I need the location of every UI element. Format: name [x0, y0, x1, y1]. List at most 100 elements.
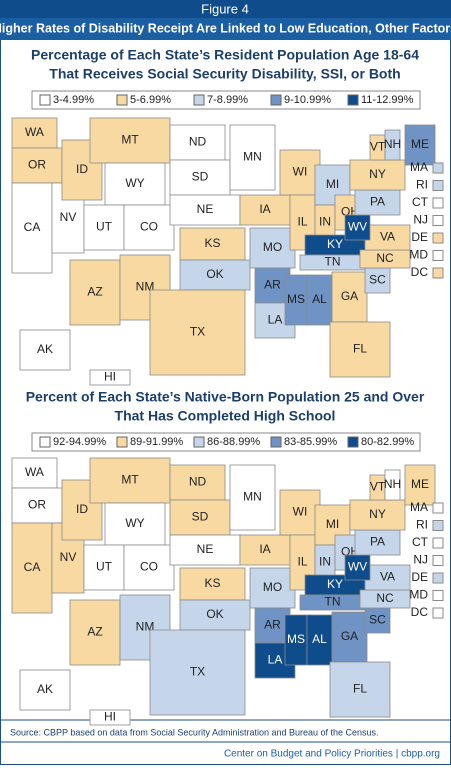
state — [19, 669, 71, 711]
state-label: AR — [264, 618, 281, 632]
state — [229, 124, 276, 191]
state-label: SC — [369, 273, 386, 287]
map-title: That Has Completed High School — [115, 408, 336, 424]
state — [179, 567, 246, 601]
state-label: RI — [416, 518, 428, 532]
state-label: OK — [206, 607, 223, 621]
state-label: VT — [370, 140, 386, 154]
state-label: TX — [190, 665, 205, 679]
state — [432, 250, 444, 261]
state-label: CT — [412, 535, 429, 549]
state-label: FL — [353, 342, 367, 356]
state — [104, 162, 166, 206]
state — [432, 232, 444, 244]
state — [229, 464, 276, 531]
legend-label: 9-10.99% — [284, 94, 331, 106]
map-title: Percentage of Each State’s Resident Popu… — [31, 47, 419, 63]
state-label: OR — [28, 158, 46, 172]
state-label: TX — [190, 325, 205, 339]
state-label: MN — [243, 150, 262, 164]
state — [432, 537, 444, 549]
state-label: KY — [327, 577, 343, 591]
state — [179, 599, 251, 631]
legend-label: 83-85.99% — [284, 436, 337, 448]
state — [179, 227, 246, 261]
state-label: AL — [312, 292, 327, 306]
legend-swatch — [347, 436, 359, 448]
state — [89, 457, 171, 504]
state-label: MI — [326, 517, 339, 531]
state — [432, 590, 444, 601]
state — [432, 502, 444, 514]
legend-label: 89-91.99% — [130, 436, 183, 448]
figure-label: Figure 4 — [201, 1, 249, 16]
state-label: MO — [263, 580, 282, 594]
state-label: MI — [326, 177, 339, 191]
state — [169, 124, 226, 161]
legend-label: 92-94.99% — [53, 436, 106, 448]
state — [432, 520, 444, 531]
state — [279, 489, 321, 536]
state — [169, 194, 241, 226]
state — [364, 607, 391, 634]
state-label: SD — [192, 510, 209, 524]
state-label: LA — [268, 313, 283, 327]
legend-swatch — [193, 94, 205, 106]
title-bar — [0, 18, 451, 40]
state-label: VT — [370, 480, 386, 494]
state — [254, 607, 291, 644]
state — [331, 271, 368, 323]
state-label: WA — [25, 125, 44, 139]
state-label: WI — [293, 505, 308, 519]
state-label: IN — [319, 555, 331, 569]
state-label: MS — [287, 632, 305, 646]
state — [432, 267, 444, 279]
state — [432, 180, 444, 191]
state-label: NH — [384, 137, 401, 151]
state — [104, 502, 166, 546]
state — [89, 369, 131, 386]
state-label: NE — [197, 542, 214, 556]
state-label: IA — [259, 542, 270, 556]
state-label: LA — [268, 653, 283, 667]
state-label: MN — [243, 490, 262, 504]
state — [249, 227, 296, 269]
state — [432, 607, 444, 619]
state-label: KY — [327, 237, 343, 251]
state-label: DC — [411, 605, 429, 619]
state-label: AK — [37, 682, 53, 696]
state-label: KS — [204, 576, 220, 590]
state — [19, 329, 71, 371]
state-label: NV — [60, 210, 77, 224]
legend-swatch — [39, 436, 51, 448]
state-label: IA — [259, 202, 270, 216]
state-label: WV — [348, 220, 367, 234]
state — [432, 572, 444, 584]
legend-swatch — [193, 436, 205, 448]
footer: Center on Budget and Policy Priorities |… — [224, 749, 440, 760]
state — [83, 204, 125, 251]
state-label: NJ — [413, 553, 428, 567]
legend-swatch — [116, 436, 128, 448]
state-label: ID — [76, 162, 88, 176]
state — [349, 499, 406, 531]
state-label: WI — [293, 165, 308, 179]
state — [432, 555, 444, 566]
state-label: CA — [24, 220, 41, 234]
state — [11, 487, 63, 524]
state-label: MS — [287, 292, 305, 306]
state-label: MA — [410, 160, 428, 174]
state-label: ME — [411, 137, 429, 151]
state-label: WY — [125, 516, 144, 530]
state — [432, 197, 444, 209]
state — [354, 189, 401, 216]
state-label: NJ — [413, 213, 428, 227]
state — [11, 182, 53, 274]
state-label: WV — [348, 560, 367, 574]
state-label: ID — [76, 502, 88, 516]
state — [384, 469, 401, 501]
state-label: IL — [297, 215, 307, 229]
state-label: OR — [28, 498, 46, 512]
state — [306, 614, 333, 666]
